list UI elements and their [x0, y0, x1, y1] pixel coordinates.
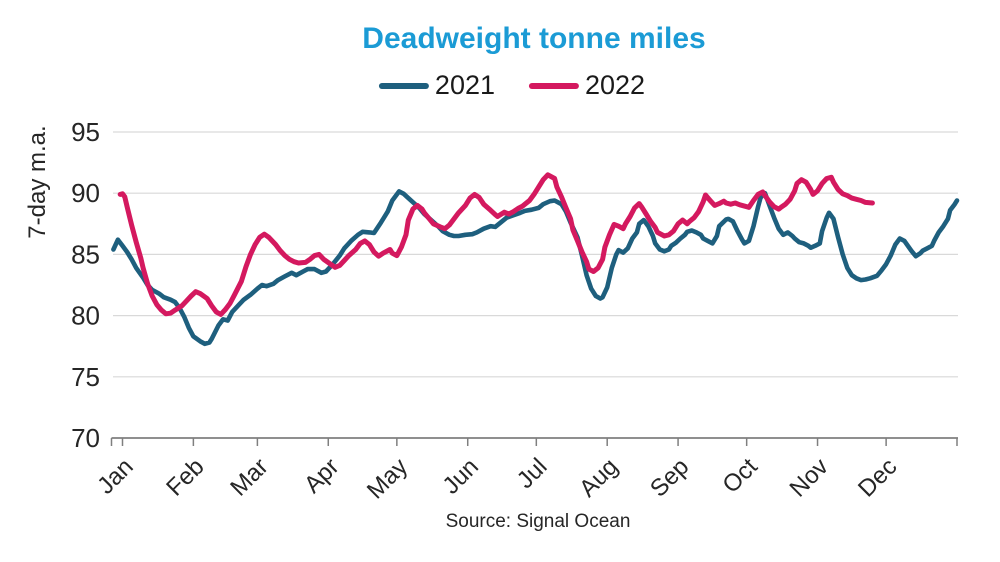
y-tick-label-80: 80: [71, 301, 100, 331]
legend-2021-line-swatch-icon: [378, 82, 429, 89]
legend-item-2021: 2021: [378, 70, 495, 100]
series-2022-line: [117, 172, 875, 317]
source-note: Source: Signal Ocean: [445, 511, 631, 532]
legend-2021-label: 2021: [434, 70, 495, 100]
legend: 2021 2022: [378, 70, 645, 100]
x-tick-label-mar: Mar: [225, 453, 273, 501]
series-2021-line: [111, 189, 960, 347]
y-tick-label-85: 85: [71, 239, 100, 269]
y-tick-label-90: 90: [71, 178, 100, 208]
y-tick-label-70: 70: [71, 423, 100, 453]
y-tick-label-75: 75: [71, 362, 100, 392]
x-tick-label-aug: Aug: [574, 453, 623, 502]
legend-item-2022: 2022: [529, 72, 645, 99]
x-tick-label-jun: Jun: [438, 453, 484, 499]
x-tick-label-nov: Nov: [785, 453, 834, 502]
x-tick-label-apr: Apr: [299, 453, 345, 499]
legend-2022-line-swatch-icon: [529, 82, 579, 89]
chart-title: Deadweight tonne miles: [362, 22, 706, 55]
y-axis-title: 7-day m.a.: [24, 125, 51, 238]
x-tick-label-feb: Feb: [161, 453, 209, 501]
x-tick-label-sep: Sep: [645, 453, 694, 502]
x-tick-label-jul: Jul: [512, 453, 553, 494]
x-tick-label-jan: Jan: [92, 453, 138, 499]
y-tick-label-95: 95: [71, 117, 100, 147]
x-tick-label-may: May: [362, 453, 413, 504]
x-tick-label-dec: Dec: [853, 453, 902, 502]
legend-2022-label: 2022: [585, 70, 646, 100]
x-tick-label-oct: Oct: [717, 453, 763, 499]
